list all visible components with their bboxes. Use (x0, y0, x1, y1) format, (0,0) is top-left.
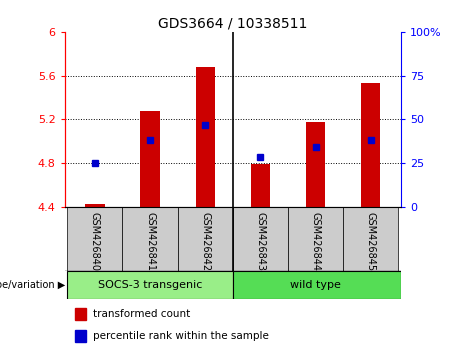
Text: GSM426841: GSM426841 (145, 212, 155, 270)
Text: GSM426840: GSM426840 (90, 212, 100, 270)
Bar (288, 207, 343, 271)
Title: GDS3664 / 10338511: GDS3664 / 10338511 (158, 17, 307, 31)
Bar (75, 330, 86, 342)
Text: GSM426845: GSM426845 (366, 212, 376, 271)
Bar (361, 83, 380, 207)
Bar (67, 207, 123, 271)
Bar (343, 207, 398, 271)
Bar (306, 122, 325, 207)
Text: GSM426843: GSM426843 (255, 212, 266, 270)
Text: genotype/variation ▶: genotype/variation ▶ (0, 280, 65, 290)
Bar (177, 207, 233, 271)
Bar (85, 204, 105, 207)
Text: transformed count: transformed count (93, 309, 190, 319)
Bar (233, 271, 401, 299)
Text: GSM426844: GSM426844 (311, 212, 320, 270)
Text: GSM426842: GSM426842 (200, 212, 210, 271)
Text: SOCS-3 transgenic: SOCS-3 transgenic (98, 280, 202, 290)
Text: wild type: wild type (290, 280, 341, 290)
Bar (75, 308, 86, 320)
Text: percentile rank within the sample: percentile rank within the sample (93, 331, 269, 341)
Bar (141, 111, 160, 207)
Bar (123, 207, 177, 271)
Bar (251, 164, 270, 207)
Bar (67, 271, 233, 299)
Bar (233, 207, 288, 271)
Bar (195, 67, 215, 207)
